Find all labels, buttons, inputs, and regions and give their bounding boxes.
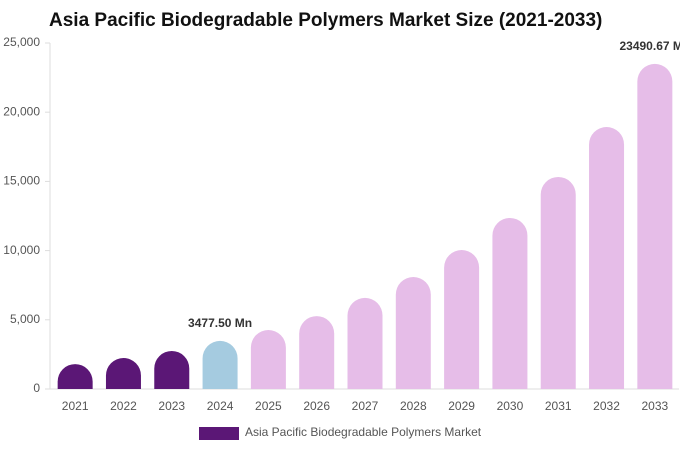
bar	[492, 217, 528, 389]
x-tick-label: 2028	[400, 399, 427, 413]
x-tick-label: 2024	[207, 399, 234, 413]
x-tick-label: 2025	[255, 399, 282, 413]
x-tick-label: 2033	[641, 399, 668, 413]
bar	[250, 330, 286, 389]
x-tick-label: 2022	[110, 399, 137, 413]
y-tick-label: 20,000	[3, 104, 40, 118]
bar	[444, 250, 480, 389]
bar	[299, 316, 335, 389]
bar	[540, 176, 576, 389]
x-tick-label: 2030	[497, 399, 524, 413]
x-tick-label: 2032	[593, 399, 620, 413]
bar	[57, 364, 93, 389]
legend-swatch	[199, 427, 239, 440]
bar	[202, 340, 238, 389]
x-tick-label: 2026	[303, 399, 330, 413]
legend-label: Asia Pacific Biodegradable Polymers Mark…	[245, 425, 482, 439]
bar	[637, 63, 673, 389]
x-tick-label: 2029	[448, 399, 475, 413]
chart-title: Asia Pacific Biodegradable Polymers Mark…	[49, 10, 602, 31]
x-tick-label: 2031	[545, 399, 572, 413]
bar	[154, 350, 190, 389]
bar	[105, 357, 141, 389]
value-label: 3477.50 Mn	[188, 316, 252, 330]
x-tick-label: 2021	[62, 399, 89, 413]
value-label: 23490.67 Mn	[619, 39, 680, 53]
y-tick-label: 25,000	[3, 35, 40, 49]
y-tick-label: 15,000	[3, 174, 40, 188]
bar	[347, 297, 383, 389]
bar	[589, 127, 625, 390]
y-tick-label: 5,000	[10, 312, 40, 326]
x-tick-label: 2027	[352, 399, 379, 413]
y-tick-label: 10,000	[3, 243, 40, 257]
bar	[395, 277, 431, 389]
y-tick-label: 0	[33, 381, 40, 395]
x-tick-label: 2023	[158, 399, 185, 413]
